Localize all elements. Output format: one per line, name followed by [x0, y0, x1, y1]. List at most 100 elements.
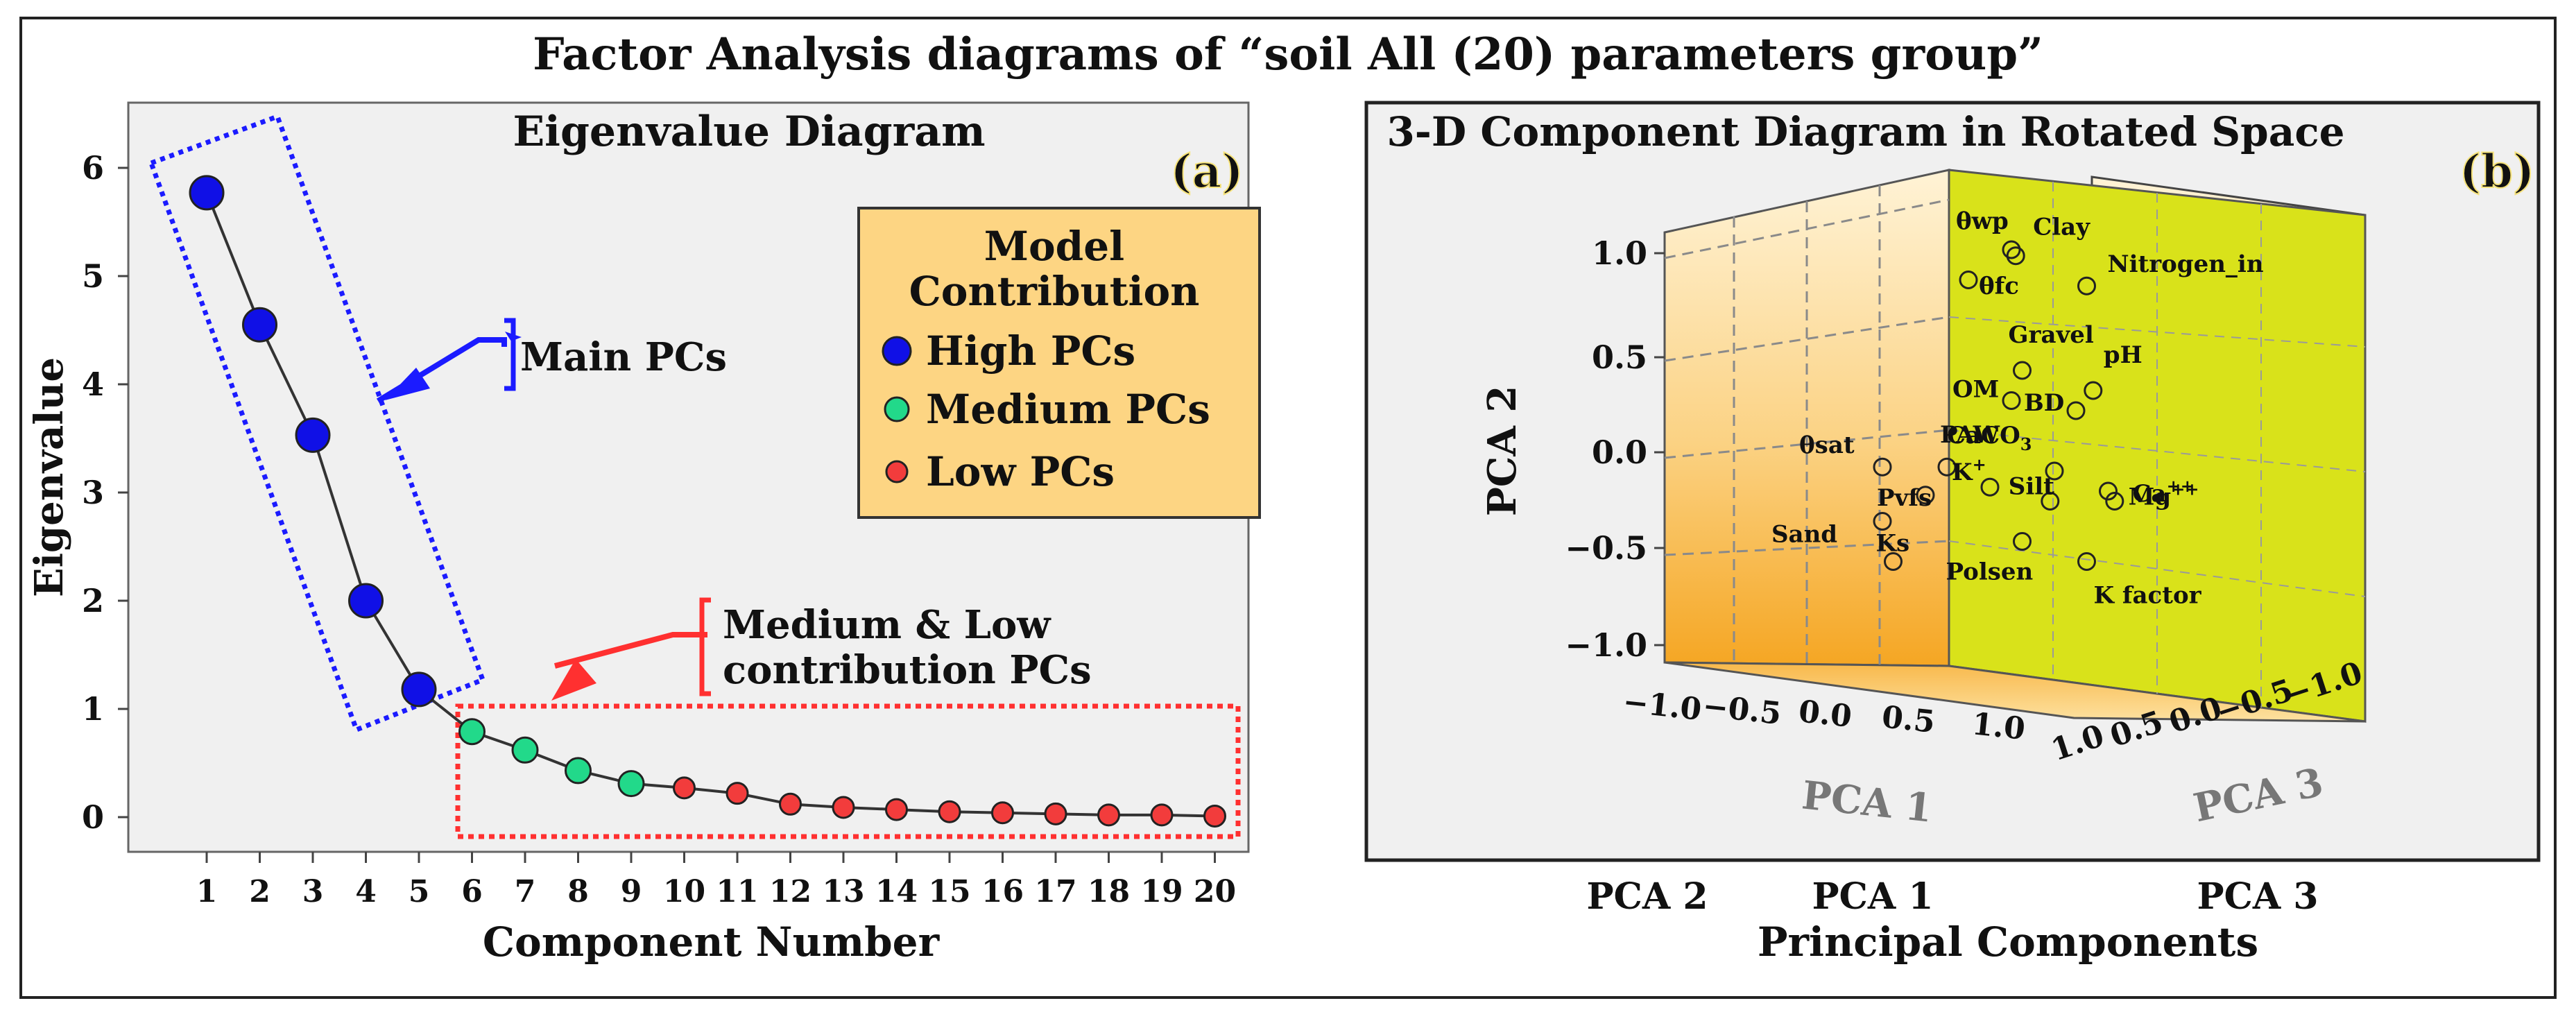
x-tick-label: 13 [822, 874, 864, 909]
component-label: K factor [2094, 582, 2202, 610]
main-pcs-highlight-box [148, 113, 486, 733]
panel-b-title: 3-D Component Diagram in Rotated Space [1386, 108, 2344, 155]
component-point [2002, 240, 2021, 259]
component-point [2002, 391, 2021, 410]
y-tick-label: 3 [82, 474, 104, 511]
eigenvalue-point-19 [1150, 803, 1174, 827]
component-point [2045, 461, 2064, 481]
medium-low-label-line1: Medium & Low [723, 602, 1051, 648]
component-label: BD [2024, 389, 2064, 417]
component-label: PAW [1940, 421, 2000, 449]
pca2-tick-label: −1.0 [1565, 626, 1647, 664]
component-point [2013, 361, 2032, 380]
pca1-tick-label: 1.0 [1970, 706, 2027, 747]
box-floor [1664, 661, 2366, 723]
main-pcs-label: Main PCs [520, 334, 727, 380]
component-point [2041, 492, 2060, 511]
x-tick-label: 9 [621, 874, 642, 909]
component-point [2084, 381, 2103, 400]
panel-a-label: (a) [1170, 144, 1243, 198]
component-point [2077, 552, 2096, 571]
component-label-text: pH [2104, 341, 2143, 369]
bottom-axis: PCA 2 PCA 1 PCA 3 Principal Components [1586, 875, 2318, 966]
medium-low-label-line2: contribution PCs [723, 647, 1092, 693]
left-wall-grid [1664, 185, 1950, 665]
component-label-text: PAW [1940, 421, 2000, 449]
pca2-tick-label: −0.5 [1565, 529, 1647, 567]
x-tick-label: 1 [196, 874, 218, 909]
component-label: θfc [1979, 273, 2019, 300]
eigenvalue-point-6 [458, 718, 486, 746]
eigenvalue-point-14 [885, 798, 908, 821]
component-label-superscript: + [1973, 454, 1986, 474]
component-label-text: Nitrogen_in [2108, 250, 2264, 278]
eigenvalue-point-8 [565, 757, 592, 785]
component-label-text: K factor [2094, 582, 2202, 610]
x-tick-label: 2 [249, 874, 271, 909]
component-point [2077, 276, 2096, 296]
pca2-tick-label: 1.0 [1592, 234, 1647, 272]
bottom-label-pca2: PCA 2 [1586, 875, 1708, 918]
legend-title-line2: Contribution [909, 268, 1200, 315]
eigenvalue-point-3 [295, 417, 331, 453]
x-tick-label: 3 [302, 874, 324, 909]
bottom-label-pca3: PCA 3 [2197, 875, 2318, 918]
component-label: Sand [1771, 521, 1837, 549]
component-point [2105, 492, 2124, 511]
x-tick-label: 8 [567, 874, 589, 909]
component-label-text: CaCO [1947, 422, 2020, 449]
component-label-text: θsat [1799, 431, 1855, 459]
component-label-text: Mg [2129, 483, 2171, 511]
component-label-text: Silt [2009, 473, 2054, 501]
component-label-text: Ca [2133, 480, 2167, 508]
pca1-ticks: −1.0−0.5 0.0 0.5 1.0 [1621, 684, 2027, 747]
medium-low-pcs-highlight-box [455, 703, 1241, 839]
legend-medium-marker [884, 396, 910, 422]
pca2-axis-label: PCA 2 [1479, 386, 1525, 517]
legend-title-line1: Model [984, 223, 1124, 270]
y-axis-ticks: 0 1 2 3 4 5 6 [82, 103, 130, 852]
component-label: K+ [1952, 454, 1986, 486]
component-point [2006, 246, 2025, 266]
component-label-text: Gravel [2009, 321, 2094, 349]
eigenvalue-point-10 [673, 776, 696, 800]
component-label-text: Polsen [1946, 558, 2034, 586]
eigenvalue-point-11 [725, 782, 749, 805]
medium-low-bracket [699, 597, 711, 696]
component-label: Silt [2009, 473, 2054, 501]
pca1-tick-label: 0.0 [1797, 694, 1853, 735]
eigenvalue-chart-title: Eigenvalue Diagram [513, 108, 985, 156]
eigenvalue-point-18 [1097, 803, 1120, 827]
x-tick-label: 18 [1088, 874, 1130, 909]
x-tick-label: 10 [663, 874, 705, 909]
panel-b-label: (b) [2459, 144, 2535, 198]
component-labels: θwp Clay Nitrogen_in θfc Gravel pH OM BD θsat PAW… [1771, 207, 2264, 610]
component-point [1884, 552, 1903, 571]
component-label-text: Clay [2033, 214, 2090, 241]
component-label: Ca++ [2133, 476, 2195, 508]
component-point [2066, 401, 2086, 420]
eigenvalue-point-4 [348, 583, 384, 619]
component-label: Clay [2033, 214, 2090, 241]
main-pcs-arrow [376, 337, 507, 404]
panel-b: 3-D Component Diagram in Rotated Space (… [1364, 101, 2541, 862]
main-pcs-arrowhead [385, 368, 430, 400]
pca1-tick-label: −1.0 [1621, 684, 1703, 728]
y-tick-label: 4 [82, 366, 104, 403]
component-point [1959, 271, 1978, 289]
y-tick-label: 2 [82, 582, 104, 619]
x-tick-label: 19 [1140, 874, 1183, 909]
component-label-text: θfc [1979, 273, 2019, 300]
component-point [2013, 532, 2032, 551]
x-tick-label: 11 [716, 874, 758, 909]
eigenvalue-point-12 [779, 792, 802, 816]
eigenvalue-point-9 [617, 770, 645, 798]
eigenvalue-point-13 [832, 796, 855, 819]
eigenvalue-points [189, 175, 1226, 828]
x-tick-label: 7 [515, 874, 536, 909]
x-axis-label: Component Number [483, 918, 941, 966]
x-tick-label: 5 [409, 874, 430, 909]
component-label-text: BD [2024, 389, 2064, 417]
